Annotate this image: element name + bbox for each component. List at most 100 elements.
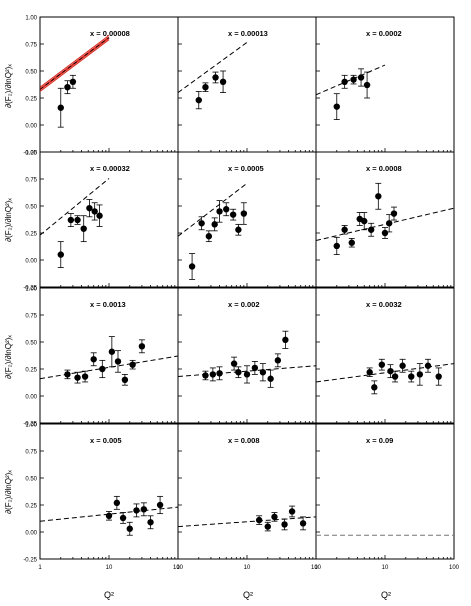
data-point [198,220,205,227]
panel-label: x = 0.0013 [90,300,126,309]
data-point [416,371,424,378]
y-axis-label-row-3: ∂(F₂)/∂lnQ²)ₓ [4,335,13,379]
x-tick-label: 100 [311,565,322,571]
data-point [216,208,223,215]
data-point [399,362,406,369]
y-tick-label: 0.25 [25,232,37,238]
x-axis-label-col-1: Q² [104,590,114,600]
data-point [211,221,218,228]
data-point [363,81,371,89]
data-point [188,263,196,270]
y-tick-label: 1.00 [25,423,37,429]
x-axis-label-col-3: Q² [381,590,391,600]
data-point [240,210,248,217]
data-point [366,369,373,376]
data-point [209,371,217,378]
data-point [202,84,209,91]
data-point [119,514,127,522]
data-point [367,226,375,233]
x-tick-label: 100 [173,565,184,571]
fit-line-dashed [40,37,110,90]
x-tick-label: 1 [38,565,42,571]
data-point [361,217,368,225]
data-point [299,520,307,527]
data-point [281,521,288,528]
data-point [57,251,64,258]
fit-line [40,178,110,236]
data-point [219,78,227,86]
y-tick-label: -0.25 [23,558,37,564]
data-point [96,212,103,219]
panel-3: x = 0.0002 [315,16,455,153]
panel-label: x = 0.0005 [228,164,264,173]
data-point [108,348,116,355]
y-axis-label-row-2: ∂(F₂)/∂lnQ²)ₓ [4,198,13,242]
data-point [435,373,442,380]
panel-label: x = 0.00008 [90,29,130,38]
y-tick-label: 0.50 [25,477,37,483]
data-point [133,507,140,514]
panel-12: 1 10 100 x = 0.09 [314,423,460,571]
y-tick-label: 1.00 [25,151,37,157]
data-point [391,373,399,380]
data-point [348,239,355,246]
panel-label: x = 0.09 [366,436,393,445]
data-point [126,525,133,532]
panel-label: x = 0.00032 [90,164,130,173]
y-tick-label: 0.75 [25,450,37,456]
x-tick-label: 10 [244,565,251,571]
data-point [357,74,365,81]
data-point [138,343,146,350]
data-point [378,361,386,368]
data-point [205,233,213,240]
panel-label: x = 0.008 [228,436,260,445]
data-point [195,96,202,104]
x-tick-label: 10 [382,565,389,571]
data-point [385,220,393,227]
data-point [86,204,93,212]
data-point [424,362,432,369]
data-point [74,216,81,224]
panel-2: x = 0.00013 [177,16,317,153]
y-tick-label: 0.25 [25,504,37,510]
panel-label: x = 0.0008 [366,164,402,173]
panel-1: -0.25 0.00 0.25 0.50 0.75 1.00 x = 0.00008 [23,16,179,157]
y-tick-label: 0.50 [25,205,37,211]
fit-line [178,365,316,378]
y-tick-label: -0.25 [23,151,37,157]
y-tick-label: 1.00 [25,16,37,22]
data-point [91,208,98,215]
panel-label: x = 0.0002 [366,29,402,38]
data-point [333,242,340,250]
data-point [74,374,81,381]
y-tick-label: 0.75 [25,43,37,49]
data-point [390,210,398,217]
data-point [202,372,209,379]
data-point [341,226,348,233]
panel-9: x = 0.0032 [315,287,455,424]
x-tick-label: 1 [176,565,180,571]
data-point [381,229,389,237]
fit-line [40,355,178,380]
data-point [216,370,223,377]
y-tick-label: 1.00 [25,287,37,293]
data-point [57,104,64,111]
y-tick-label: 0.75 [25,314,37,320]
data-point [264,523,271,530]
y-tick-label: 0.50 [25,70,37,76]
fit-band-edge [40,34,110,88]
data-point [408,373,415,380]
data-point [121,376,129,383]
data-point [341,78,348,86]
fit-line [178,182,248,237]
data-point [230,360,238,367]
data-point [229,211,237,218]
data-point [251,364,259,372]
panel-8: x = 0.002 [177,287,317,424]
fit-line [316,64,386,96]
panels-layer: -0.25 0.00 0.25 0.50 0.75 1.00 x = 0.00008 x = … [23,16,459,572]
data-point [223,206,230,213]
data-point [113,499,121,507]
data-point [81,373,89,380]
